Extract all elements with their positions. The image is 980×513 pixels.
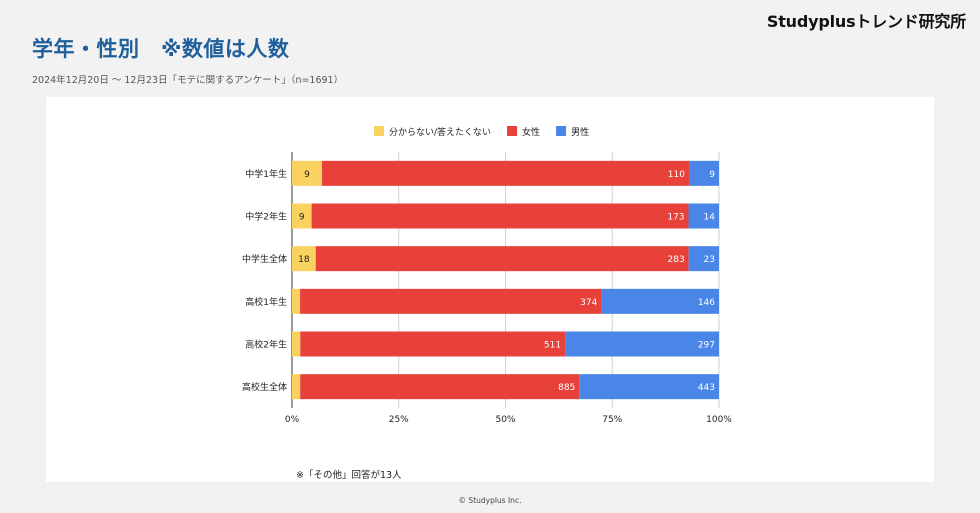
- category-label: 高校生全体: [242, 381, 287, 393]
- bar-segment: [292, 246, 316, 272]
- legend-label: 女性: [522, 126, 540, 138]
- legend-label: 男性: [571, 126, 589, 138]
- data-label: 443: [698, 383, 715, 393]
- footnote: ※「その他」回答が13人: [296, 470, 402, 481]
- bar-segment: [292, 288, 301, 314]
- bar-segment: [322, 160, 689, 186]
- x-tick-label: 0%: [285, 415, 300, 425]
- bar-segment: [311, 203, 689, 229]
- survey-subtitle: 2024年12月20日 〜 12月23日「モテに関するアンケート」（n=1691…: [32, 75, 344, 86]
- legend-swatch: [374, 126, 384, 136]
- chart-panel: 0% 25% 50% 75% 100% 分からない/答えたくない 女性 男性中学1年生 9 110…: [46, 97, 934, 482]
- x-tick-label: 25%: [389, 415, 409, 425]
- bar-segment: [292, 160, 323, 186]
- bar-segment: [292, 331, 301, 357]
- bar-segment: [300, 288, 602, 314]
- x-tick-label: 50%: [495, 415, 515, 425]
- bar-segment: [579, 374, 719, 400]
- data-label: 9: [304, 170, 310, 180]
- data-label: 14: [704, 213, 716, 223]
- x-tick-label: 75%: [602, 415, 622, 425]
- bar-segment: [688, 160, 719, 186]
- bar-segment: [300, 331, 566, 357]
- data-label: 173: [667, 213, 684, 223]
- data-label: 885: [558, 383, 575, 393]
- data-label: 9: [299, 213, 305, 223]
- category-label: 高校1年生: [245, 296, 287, 308]
- category-label: 高校2年生: [245, 339, 287, 351]
- data-label: 511: [544, 341, 561, 351]
- data-label: 9: [709, 170, 715, 180]
- category-label: 中学生全体: [242, 253, 287, 265]
- bar-segment: [292, 374, 301, 400]
- category-label: 中学1年生: [245, 168, 287, 180]
- legend-label: 分からない/答えたくない: [389, 126, 491, 138]
- legend-swatch: [507, 126, 518, 136]
- bar-segment: [688, 246, 719, 272]
- bar-segment: [688, 203, 719, 229]
- bar-segment: [565, 331, 719, 357]
- legend-swatch: [556, 126, 567, 136]
- page-title: 学年・性別 ※数値は人数: [32, 37, 290, 61]
- bar-segment: [601, 288, 719, 314]
- data-label: 23: [704, 255, 715, 265]
- copyright: © Studyplus Inc.: [458, 496, 522, 505]
- bar-segment: [292, 203, 312, 229]
- x-tick-label: 100%: [706, 415, 732, 425]
- bar-segment: [315, 246, 689, 272]
- data-label: 146: [698, 298, 715, 308]
- bar-segment: [300, 374, 580, 400]
- brand-logo-text: Studyplusトレンド研究所: [766, 12, 966, 31]
- data-label: 110: [668, 170, 685, 180]
- data-label: 18: [298, 255, 310, 265]
- data-label: 297: [698, 341, 715, 351]
- data-label: 283: [668, 255, 685, 265]
- category-label: 中学2年生: [245, 211, 287, 223]
- data-label: 374: [580, 298, 597, 308]
